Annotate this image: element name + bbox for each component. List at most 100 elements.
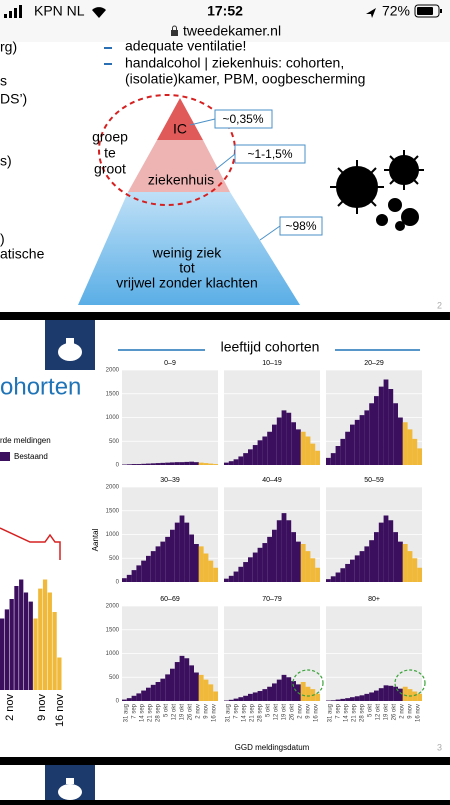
bar [156,463,161,465]
bar [238,456,243,465]
page-number: 2 [437,300,442,310]
y-tick-label: 2000 [106,368,120,374]
bar [412,439,417,465]
bar [364,546,369,582]
bar [189,462,194,465]
bar [417,568,422,582]
bar [213,692,218,702]
y-tick-label: 500 [109,556,120,562]
bullet: handalcohol | ziekenhuis: cohorten, [125,55,344,71]
bar [156,682,161,701]
bar [258,691,263,701]
bar [165,674,170,701]
bar [417,448,422,465]
bar [374,532,379,582]
x-tick-label: 16 nov [212,704,218,722]
bar [315,568,320,582]
bar [180,462,185,465]
bar [331,700,336,701]
bar [403,687,408,701]
x-tick-label: 19 okt [384,704,390,721]
bar [355,555,360,582]
x-tick-label: 26 okt [392,704,398,721]
bar [136,565,141,582]
bar [258,548,263,582]
bar [48,593,52,691]
bar [208,464,213,465]
bar [170,669,175,701]
bar [160,463,165,465]
bar [136,464,141,465]
bar [272,425,277,465]
slide-title: ohorten [0,373,81,400]
bar [127,464,132,465]
panel-title: 50–59 [364,477,384,484]
pyramid-label: vrijwel zonder klachten [116,275,258,291]
bar [52,612,56,690]
bar [24,593,28,691]
bar [360,695,365,701]
bar [331,576,336,582]
bar [336,573,341,583]
bar [379,387,384,465]
bar [393,532,398,582]
y-tick-label: 500 [109,439,120,445]
bar [282,410,287,465]
url[interactable]: tweedekamer.nl [183,23,281,39]
bar [296,429,301,465]
bar [286,413,291,465]
bar [0,619,4,691]
bar [379,688,384,701]
bar [204,680,209,701]
bar [262,543,267,582]
pyramid-label: ziekenhuis [148,172,214,188]
x-tick-label: 2 nov [196,704,202,719]
bar [234,699,239,701]
bar [364,410,369,465]
bar [369,692,374,701]
x-tick-label: 28 sep [156,703,162,722]
bar [310,558,315,582]
bar [248,449,253,465]
bar [175,523,180,582]
callout: ~0,35% [222,112,263,126]
bar [306,687,311,701]
y-tick-label: 1000 [106,415,120,421]
bar [175,662,180,701]
bar [267,537,272,582]
bar [208,684,213,701]
text-fragment: ) [0,231,5,247]
bar [189,665,194,701]
x-tick-label: 31 aug [226,704,232,722]
bar [384,516,389,583]
x-tick-label: 28 sep [258,703,264,722]
x-tick-label: 31 aug [124,704,130,722]
x-tick-label: 2 nov [400,704,406,719]
panel-title: 70–79 [262,596,282,603]
bar [262,689,267,701]
bar [194,544,199,582]
bar [160,679,165,701]
bar [310,444,315,465]
legend-swatch [0,452,10,461]
callout: ~98% [285,219,316,233]
x-tick-label: 5 okt [266,704,272,717]
bar [229,700,234,701]
bar [253,445,258,465]
bar [369,540,374,582]
bar [262,437,267,466]
bar [243,562,248,582]
bar [141,464,146,465]
bar [146,464,151,465]
x-tick-label: 16 nov [314,704,320,722]
bar [355,696,360,701]
bar [282,675,287,701]
bar [122,700,127,701]
bar [388,520,393,582]
text-fragment: s [0,73,7,89]
bar [340,699,345,701]
bar [33,619,37,691]
y-tick-label: 1500 [106,391,120,397]
bar [38,589,42,690]
